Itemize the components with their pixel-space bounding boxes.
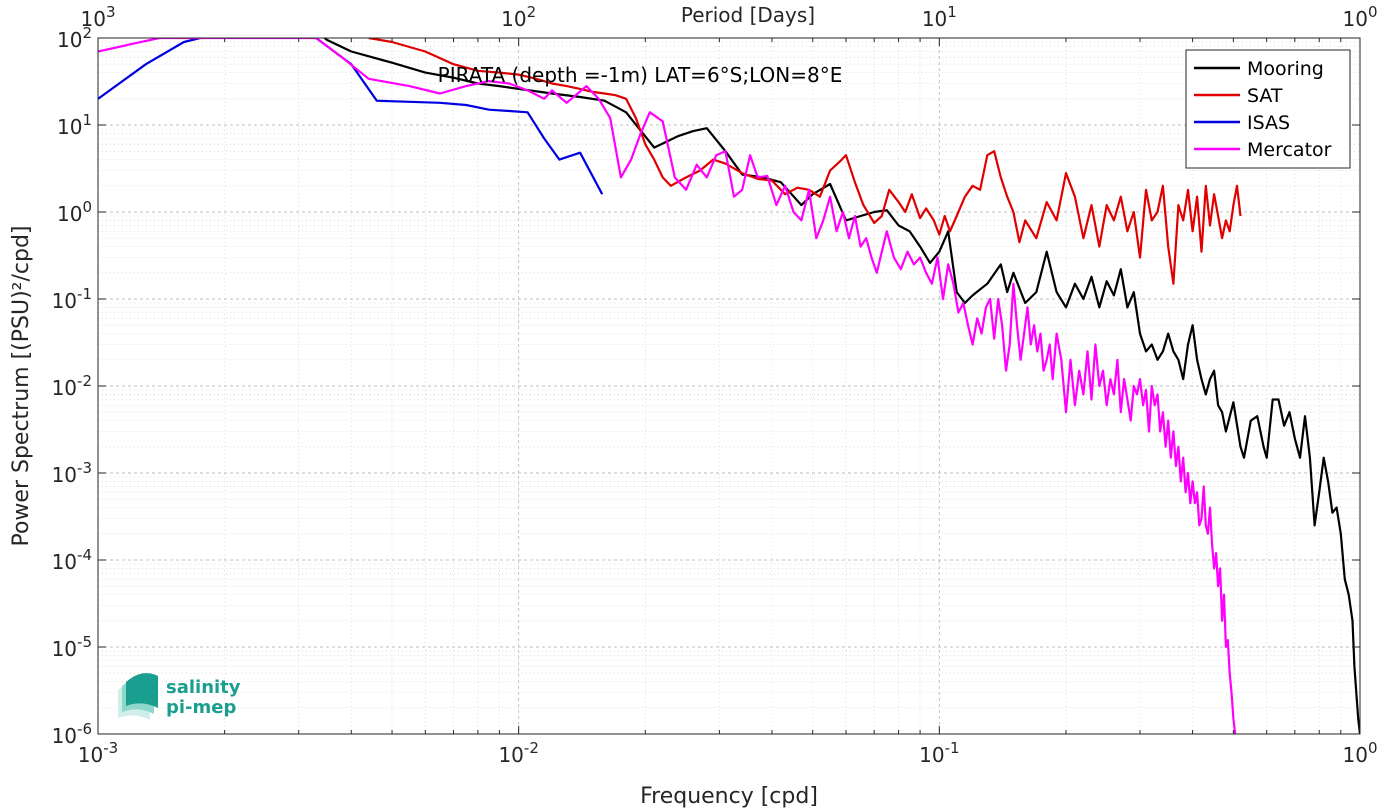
top-tick-label-base: 10 (1343, 7, 1368, 31)
legend: Mooring SAT ISAS Mercator (1185, 49, 1351, 169)
y-tick-label: 10-1 (52, 285, 92, 313)
y-tick-label: 10-3 (52, 459, 92, 487)
y-tick-label: 10-2 (52, 372, 92, 400)
y-tick-label-exponent: -5 (77, 633, 92, 651)
y-tick-label-exponent: 0 (82, 198, 92, 216)
y-axis-label: Power Spectrum [(PSU)²/cpd] (9, 225, 34, 546)
top-tick-label: 100 (1343, 3, 1378, 31)
axis-tick-marks (97, 37, 1361, 735)
x-tick-label-base: 10 (498, 743, 523, 767)
top-tick-label-base: 10 (501, 7, 526, 31)
logo-text-salinity: salinity (166, 677, 241, 698)
x-tick-label: 10-3 (78, 739, 118, 767)
top-tick-label-exponent: 1 (947, 3, 957, 21)
legend-label-isas: ISAS (1247, 112, 1290, 134)
x-tick-label: 10-2 (498, 739, 538, 767)
wave-logo-icon (118, 673, 158, 720)
y-tick-label-exponent: -3 (77, 459, 92, 477)
x-tick-label-base: 10 (78, 743, 103, 767)
x-tick-label-exponent: -1 (945, 739, 960, 757)
x-tick-label-base: 10 (1343, 743, 1368, 767)
y-tick-label-base: 10 (52, 550, 77, 574)
y-tick-label-exponent: 2 (82, 24, 92, 42)
top-tick-label: 101 (922, 3, 957, 31)
chart-title: PIRATA (depth =-1m) LAT=6°S;LON=8°E (438, 63, 843, 87)
logo-text-pi-mep: pi-mep (166, 697, 236, 718)
series-line-mercator (98, 38, 1237, 734)
top-tick-label-base: 10 (922, 7, 947, 31)
y-tick-label-base: 10 (52, 376, 77, 400)
x-tick-label-exponent: -2 (524, 739, 539, 757)
y-tick-label-exponent: 1 (82, 111, 92, 129)
y-tick-label: 10-5 (52, 633, 92, 661)
top-tick-label-base: 10 (81, 7, 106, 31)
series-line-isas (98, 38, 604, 195)
y-tick-label-base: 10 (57, 202, 82, 226)
y-tick-label-base: 10 (52, 724, 77, 748)
y-tick-label-base: 10 (57, 115, 82, 139)
top-tick-label: 103 (81, 3, 116, 31)
y-tick-label-exponent: -6 (77, 720, 92, 738)
legend-label-mooring: Mooring (1247, 58, 1324, 80)
series-line-sat (368, 38, 1242, 285)
y-tick-label-exponent: -4 (77, 546, 92, 564)
y-tick-label: 101 (57, 111, 92, 139)
x-tick-label: 10-1 (919, 739, 959, 767)
top-tick-label-exponent: 2 (527, 3, 537, 21)
y-tick-label-base: 10 (52, 289, 77, 313)
major-grid (98, 38, 1360, 734)
legend-label-sat: SAT (1247, 85, 1283, 107)
y-tick-label: 100 (57, 198, 92, 226)
top-tick-label-exponent: 3 (106, 3, 116, 21)
x-tick-label-exponent: -3 (103, 739, 118, 757)
y-tick-label-exponent: -1 (77, 285, 92, 303)
y-tick-label-exponent: -2 (77, 372, 92, 390)
y-tick-label-base: 10 (57, 28, 82, 52)
top-tick-label: 102 (501, 3, 536, 31)
x-tick-label-exponent: 0 (1368, 739, 1378, 757)
y-tick-label: 10-4 (52, 546, 92, 574)
x-tick-label-base: 10 (919, 743, 944, 767)
x-tick-label: 100 (1343, 739, 1378, 767)
top-axis-label: Period [Days] (681, 3, 815, 27)
y-tick-label: 10-6 (52, 720, 92, 748)
x-axis-label: Frequency [cpd] (640, 784, 818, 809)
y-tick-label: 102 (57, 24, 92, 52)
y-tick-label-base: 10 (52, 463, 77, 487)
legend-label-mercator: Mercator (1247, 139, 1332, 161)
salinity-pi-mep-logo: salinity pi-mep (118, 673, 241, 720)
series-layer (98, 38, 1360, 734)
top-tick-label-exponent: 0 (1368, 3, 1378, 21)
y-tick-label-base: 10 (52, 637, 77, 661)
